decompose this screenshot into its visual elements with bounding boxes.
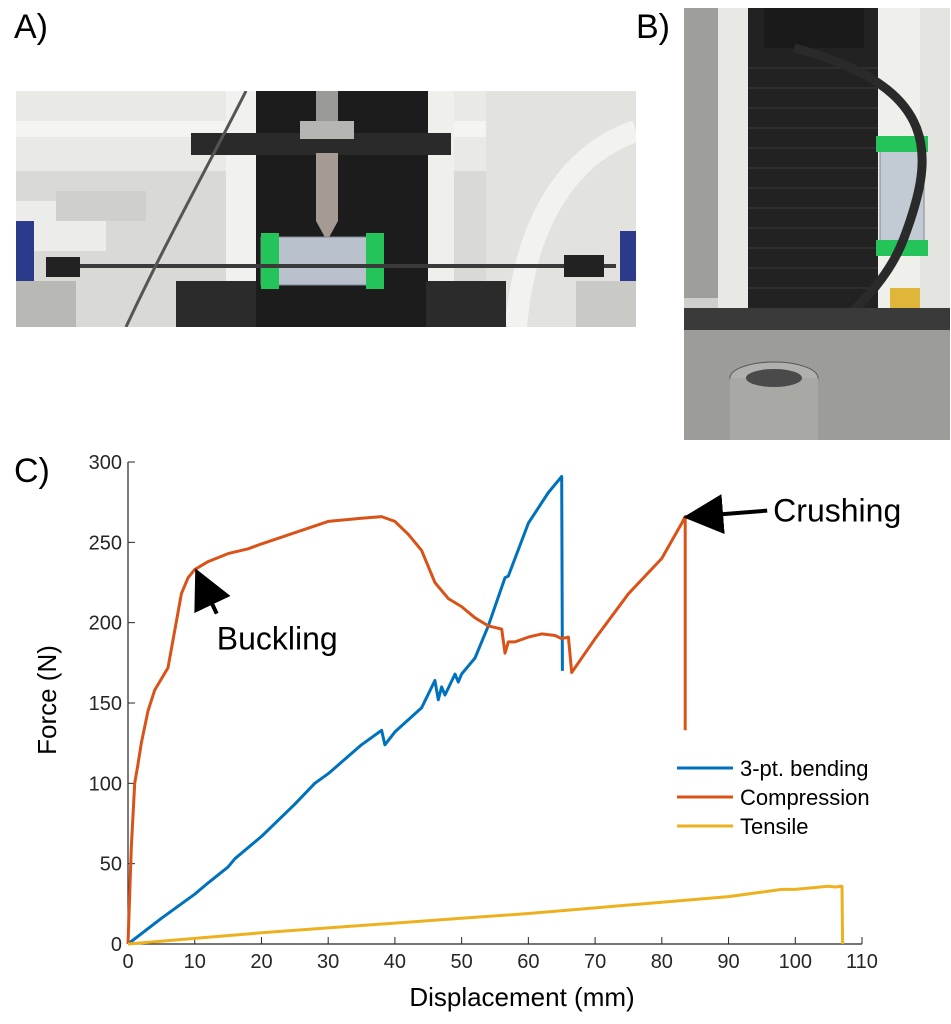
legend-label: Compression [740, 785, 870, 810]
x-tick-label: 100 [779, 951, 812, 973]
panel-label-c: C) [14, 452, 50, 490]
y-tick-label: 150 [89, 693, 122, 715]
x-tick-label: 10 [184, 951, 206, 973]
x-tick-label: 90 [717, 951, 739, 973]
x-tick-label: 30 [317, 951, 339, 973]
annotation-buckling: Buckling [217, 621, 338, 657]
annotation-crushing: Crushing [773, 493, 901, 529]
y-tick-label: 50 [100, 854, 122, 876]
compression-test-photo [684, 8, 950, 440]
series-line-tensile [127, 884, 845, 946]
x-axis-label: Displacement (mm) [409, 982, 634, 1012]
legend-label: 3-pt. bending [740, 756, 868, 781]
x-tick-label: 110 [846, 951, 878, 973]
legend-label: Tensile [740, 814, 808, 839]
annotation-arrow-buckling [194, 568, 231, 615]
y-tick-label: 200 [89, 613, 122, 635]
x-tick-label: 40 [384, 951, 406, 973]
x-tick-label: 60 [517, 951, 539, 973]
y-tick-label: 300 [89, 452, 122, 474]
three-point-bending-photo [16, 91, 636, 327]
legend: 3-pt. bending Compression Tensile [677, 756, 870, 839]
y-tick-label: 0 [111, 934, 122, 956]
x-tick-label: 50 [451, 951, 473, 973]
y-tick-label: 100 [89, 773, 122, 795]
x-tick-label: 20 [250, 951, 272, 973]
x-tick-label: 0 [122, 951, 133, 973]
series-line-3-pt-bending [127, 475, 564, 946]
panel-label-a: A) [14, 8, 48, 46]
axes: 0 10 20 30 40 50 60 70 80 90 100 110 0 50 100 150 200 250… [89, 452, 878, 973]
y-tick-label: 250 [89, 532, 122, 554]
y-axis-label: Force (N) [32, 645, 62, 755]
series-line-compression [126, 515, 687, 945]
force-displacement-chart: 0 10 20 30 40 50 60 70 80 90 100 110 0 50 100 150 200 250… [32, 452, 901, 1012]
series-layer [126, 475, 845, 946]
x-tick-label: 80 [651, 951, 673, 973]
annotation-arrow-crushing [683, 494, 768, 535]
panel-label-b: B) [636, 8, 670, 46]
annotations: Buckling Crushing [194, 493, 901, 657]
x-tick-label: 70 [584, 951, 606, 973]
